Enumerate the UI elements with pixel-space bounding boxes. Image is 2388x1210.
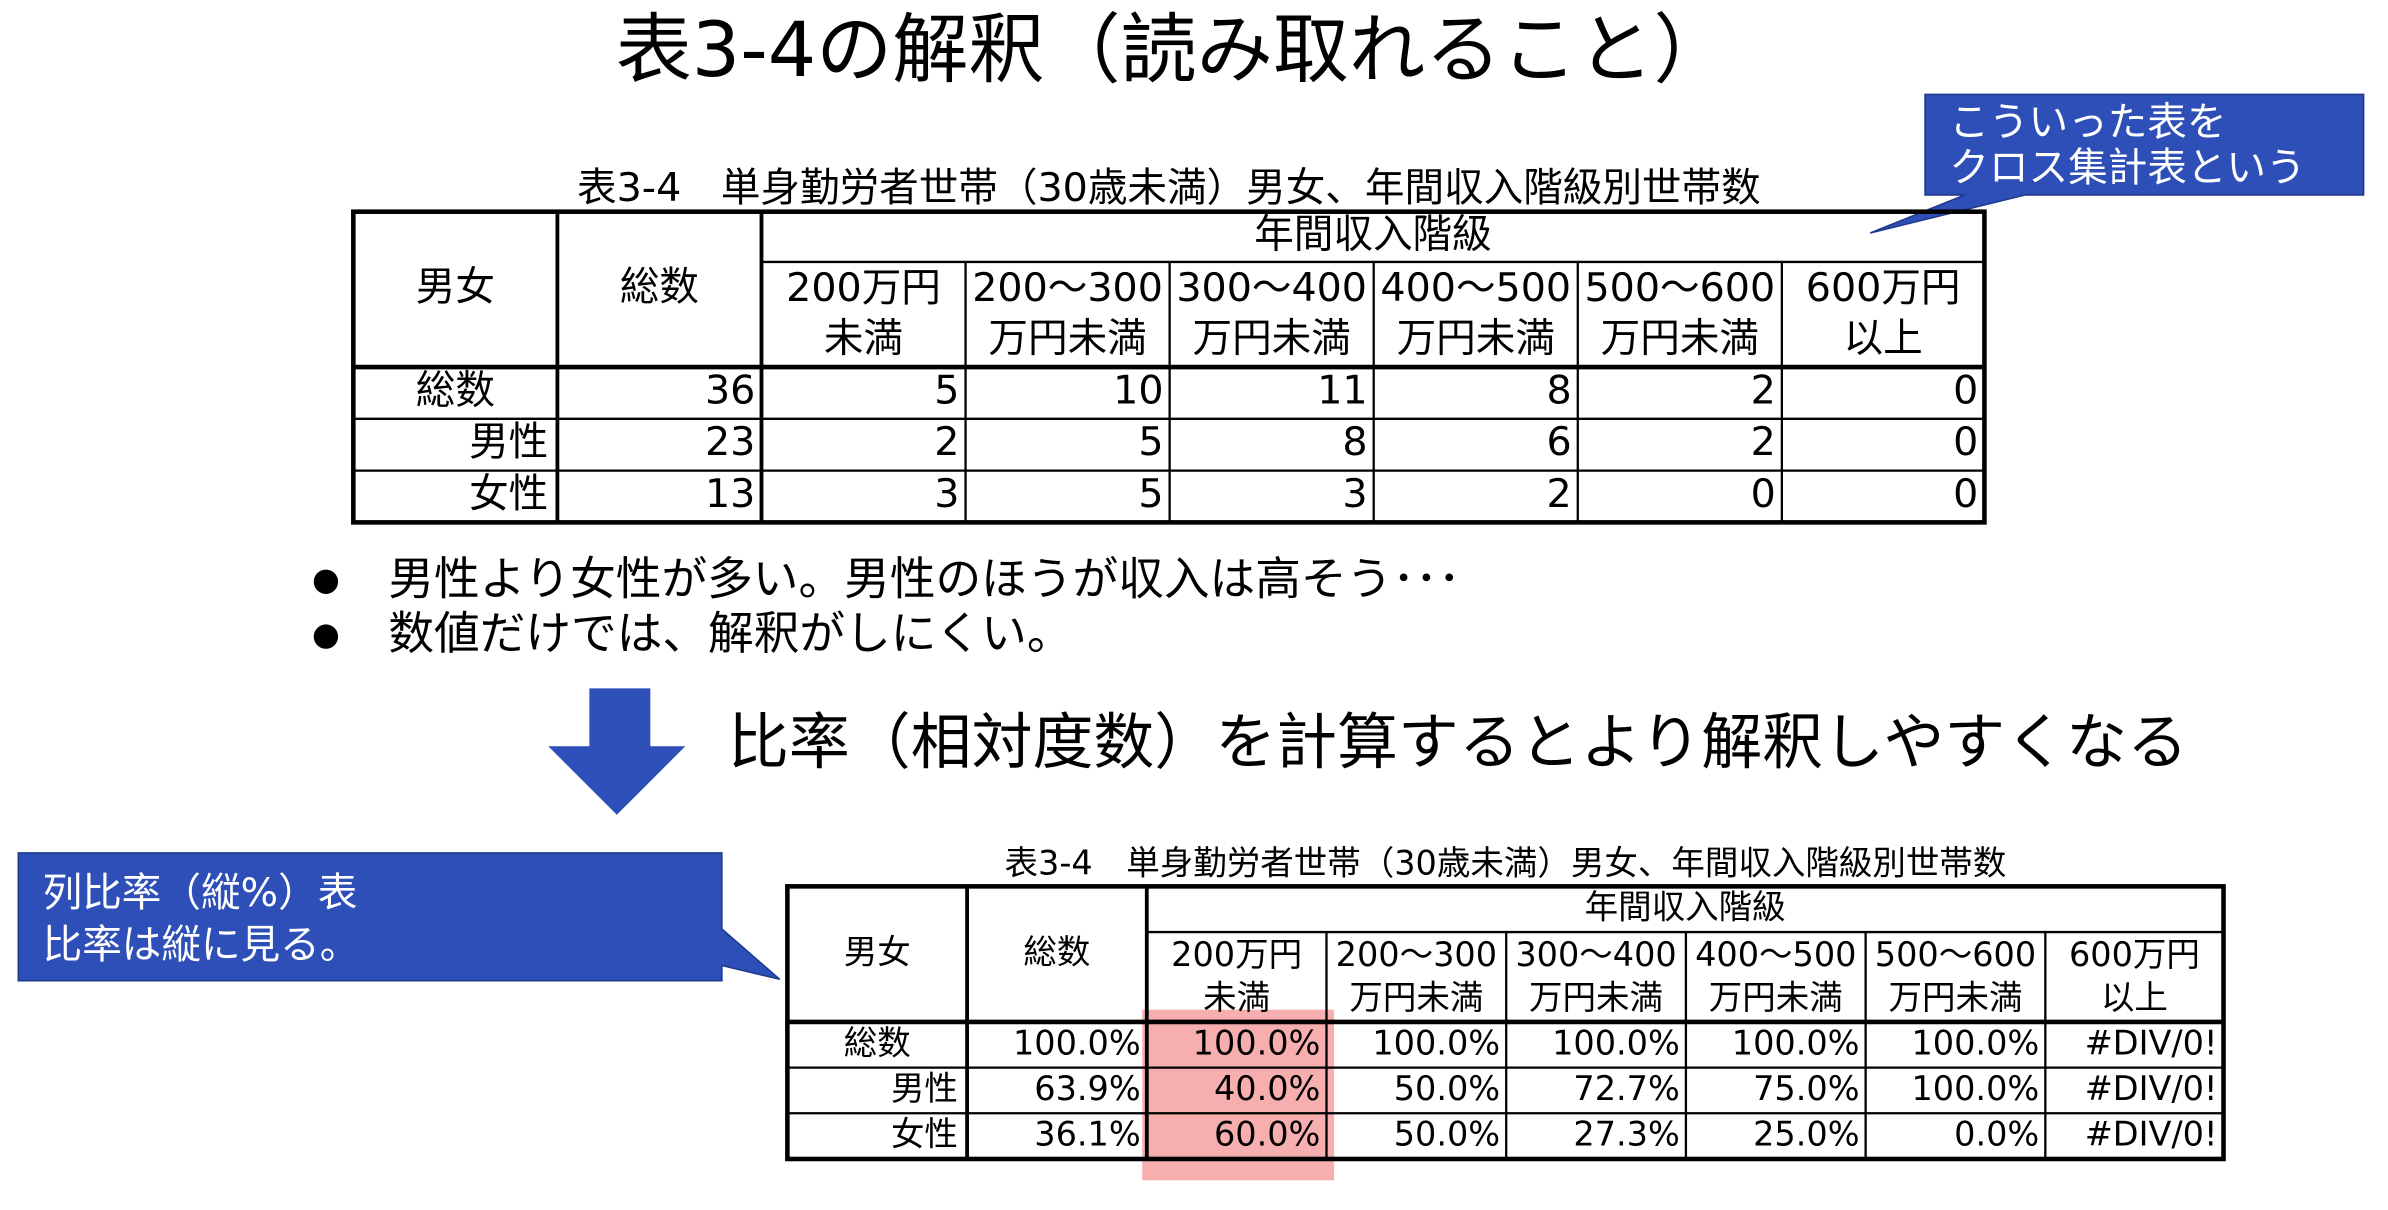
table-cell: #DIV/0! [2085, 1069, 2218, 1108]
table-cell: 3 [934, 471, 959, 517]
table-cell: 72.7% [1573, 1069, 1679, 1108]
header-cell: 万円未満 [1529, 978, 1663, 1017]
row-label: 総数 [844, 1023, 911, 1062]
table-cell: 0.0% [1954, 1115, 2039, 1154]
arrow-text: 比率（相対度数）を計算するとより解釈しやすくなる [728, 707, 2188, 778]
table-cell: 13 [705, 471, 755, 517]
row-label: 総数 [416, 367, 495, 413]
row-label: 男性 [469, 419, 548, 465]
table-cell: 10 [1113, 367, 1163, 413]
table-cell: 25.0% [1753, 1115, 1859, 1154]
table-cell: 100.0% [1911, 1069, 2039, 1108]
header-cell: 200～300 [1336, 935, 1497, 974]
table-cell: 100.0% [1911, 1023, 2039, 1062]
header-cell: 万円未満 [1709, 978, 1843, 1017]
header-cell: 600万円 [2069, 935, 2200, 974]
header-cell: 600万円 [1806, 265, 1961, 311]
header-cell: 万円未満 [1601, 315, 1759, 361]
header-cell: 400～500 [1380, 265, 1571, 311]
table-cell: 0 [1953, 471, 1978, 517]
table-cell: 2 [934, 419, 959, 465]
table-cell: #DIV/0! [2085, 1115, 2218, 1154]
slide-title: 表3-4の解釈（読み取れること） [616, 5, 1730, 94]
table-cell: 100.0% [1732, 1023, 1860, 1062]
table-cell: 100.0% [1193, 1023, 1321, 1062]
header-cell: 万円未満 [1349, 978, 1483, 1017]
header-cell: 500～600 [1875, 935, 2036, 974]
table-cell: 40.0% [1214, 1069, 1320, 1108]
header-cell: 300～400 [1515, 935, 1676, 974]
header-cell: 以上 [1844, 315, 1923, 361]
header-cell: 未満 [1203, 978, 1270, 1017]
table-caption: 表3-4 単身勤労者世帯（30歳未満）男女、年間収入階級別世帯数 [577, 165, 1761, 211]
table-border [351, 209, 1987, 525]
bullet-dot [313, 624, 339, 649]
bullet-text: 数値だけでは、解釈がしにくい。 [388, 607, 1072, 660]
table-cell: 2 [1547, 471, 1572, 517]
table-cell: 5 [1138, 419, 1163, 465]
table-cell: 23 [705, 419, 755, 465]
table-cell: 36.1% [1034, 1115, 1140, 1154]
table-cell: 36 [705, 367, 755, 413]
header-cell: 男女 [844, 933, 911, 972]
callout-text: こういった表を [1949, 99, 2226, 145]
table-cell: 0 [1751, 471, 1776, 517]
header-cell: 男女 [416, 264, 495, 310]
table-cell: 6 [1547, 419, 1572, 465]
callout-text: 列比率（縦%）表 [43, 870, 358, 916]
table-cell: 2 [1751, 419, 1776, 465]
header-cell: 万円未満 [1888, 978, 2022, 1017]
header-cell: 万円未満 [1397, 315, 1555, 361]
row-label: 女性 [891, 1115, 958, 1154]
table-cell: 0 [1953, 419, 1978, 465]
table-cell: 75.0% [1753, 1069, 1859, 1108]
header-cell: 200～300 [972, 265, 1163, 311]
table-cell: 63.9% [1034, 1069, 1140, 1108]
header-cell: 万円未満 [1193, 315, 1351, 361]
bullet-text: 男性より女性が多い。男性のほうが収入は高そう･･･ [388, 552, 1460, 605]
header-cell: 未満 [824, 315, 903, 361]
table-cell: 5 [1138, 471, 1163, 517]
table-cell: 60.0% [1214, 1115, 1320, 1154]
table-border [785, 884, 2226, 1162]
header-cell: 年間収入階級 [1254, 211, 1491, 257]
header-cell: 200万円 [1171, 935, 1302, 974]
header-cell: 400～500 [1695, 935, 1856, 974]
table-cell: 11 [1317, 367, 1367, 413]
table-cell: 8 [1547, 367, 1572, 413]
table-cell: 100.0% [1013, 1023, 1141, 1062]
row-label: 男性 [891, 1069, 958, 1108]
table-caption: 表3-4 単身勤労者世帯（30歳未満）男女、年間収入階級別世帯数 [1005, 844, 2007, 883]
table-cell: 8 [1342, 419, 1367, 465]
header-cell: 200万円 [786, 265, 941, 311]
callout-text: 比率は縦に見る。 [43, 922, 360, 968]
header-cell: 年間収入階級 [1585, 888, 1786, 927]
table-cell: #DIV/0! [2085, 1023, 2218, 1062]
table-cell: 0 [1953, 367, 1978, 413]
table-cell: 50.0% [1394, 1069, 1500, 1108]
header-cell: 総数 [1023, 933, 1090, 972]
table-cell: 5 [934, 367, 959, 413]
header-cell: 300～400 [1176, 265, 1367, 311]
row-label: 女性 [469, 471, 548, 517]
header-cell: 万円未満 [988, 315, 1146, 361]
table-cell: 2 [1751, 367, 1776, 413]
table-cell: 27.3% [1573, 1115, 1679, 1154]
table-cell: 50.0% [1394, 1115, 1500, 1154]
table-cell: 100.0% [1552, 1023, 1680, 1062]
table-cell: 3 [1342, 471, 1367, 517]
header-cell: 総数 [620, 264, 699, 310]
table-cell: 100.0% [1372, 1023, 1500, 1062]
bullet-dot [313, 569, 339, 594]
callout-box [17, 852, 781, 982]
callout-text: クロス集計表という [1949, 145, 2305, 191]
highlight [1142, 1009, 1335, 1181]
header-cell: 500～600 [1584, 265, 1775, 311]
header-cell: 以上 [2101, 978, 2168, 1017]
down-arrow [548, 688, 686, 815]
